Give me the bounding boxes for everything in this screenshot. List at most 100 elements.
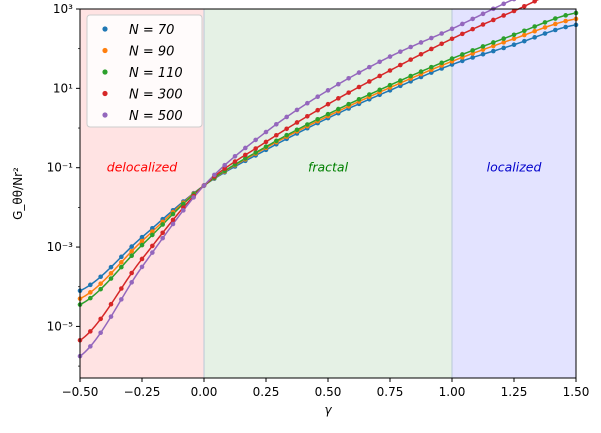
data-point-N500 — [181, 208, 186, 213]
data-point-N110 — [377, 87, 382, 93]
data-point-N300 — [460, 31, 465, 37]
data-point-N500 — [398, 49, 403, 54]
data-point-N110 — [387, 82, 393, 88]
data-point-N110 — [274, 138, 279, 144]
data-point-N90 — [542, 25, 548, 30]
data-point-N300 — [108, 301, 114, 307]
legend-entry-N300: N = 300 — [129, 88, 183, 103]
data-point-N300 — [232, 159, 238, 164]
data-point-N500 — [160, 235, 165, 241]
data-point-N500 — [346, 75, 351, 81]
data-point-N500 — [243, 145, 248, 151]
data-point-N90 — [480, 47, 486, 52]
data-point-N500 — [222, 162, 227, 168]
data-point-N110 — [305, 122, 310, 127]
data-point-N90 — [139, 238, 145, 244]
data-point-N110 — [439, 60, 444, 66]
data-point-N500 — [119, 297, 124, 302]
data-point-N90 — [563, 18, 568, 24]
data-point-N500 — [88, 344, 93, 349]
data-point-N110 — [449, 56, 455, 61]
data-point-N300 — [139, 256, 145, 262]
data-point-N500 — [408, 44, 413, 50]
data-point-N110 — [542, 20, 548, 25]
data-point-N110 — [170, 211, 176, 217]
data-point-N300 — [356, 84, 362, 90]
data-point-N500 — [170, 221, 176, 227]
x-tick-label: 0.75 — [377, 385, 404, 399]
data-point-N500 — [387, 54, 393, 59]
data-point-N300 — [429, 46, 434, 52]
data-point-N300 — [408, 57, 413, 62]
data-point-N110 — [501, 36, 506, 41]
data-point-N500 — [274, 121, 279, 127]
data-point-N110 — [315, 116, 320, 122]
data-point-N70 — [553, 27, 558, 33]
data-point-N110 — [160, 222, 165, 227]
data-point-N300 — [160, 230, 165, 236]
data-point-N300 — [88, 329, 93, 334]
data-point-N500 — [263, 129, 269, 135]
data-point-N500 — [356, 70, 362, 75]
data-point-N500 — [449, 26, 455, 32]
data-point-N110 — [284, 132, 289, 138]
data-point-N300 — [253, 146, 258, 151]
legend-marker-N300 — [102, 90, 108, 97]
y-tick-label: 10³ — [53, 2, 73, 16]
data-point-N300 — [480, 22, 486, 27]
region-label-delocalized: delocalized — [107, 160, 177, 175]
data-point-N110 — [294, 127, 300, 133]
legend-box — [86, 14, 203, 128]
data-point-N110 — [150, 232, 155, 238]
x-tick-label: 1.25 — [501, 385, 528, 399]
data-point-N500 — [418, 40, 424, 45]
data-point-N110 — [253, 150, 258, 155]
legend-entry-N90: N = 90 — [129, 45, 174, 60]
legend-marker-N110 — [102, 69, 108, 75]
legend-entry-N70: N = 70 — [129, 23, 174, 38]
data-point-N70 — [491, 48, 496, 54]
data-point-N110 — [429, 64, 434, 70]
data-point-N110 — [108, 276, 114, 281]
data-point-N300 — [449, 36, 455, 42]
data-point-N500 — [191, 195, 196, 200]
data-point-N500 — [429, 35, 434, 41]
x-axis: −0.50 −0.25 0.00 0.25 0.50 0.75 1.00 1.25 1.50 — [62, 378, 589, 399]
data-point-N110 — [398, 78, 403, 83]
data-point-N110 — [367, 92, 372, 97]
data-point-N70 — [522, 38, 527, 44]
data-point-N500 — [336, 81, 341, 87]
data-point-N90 — [150, 229, 155, 234]
legend: N = 70 N = 90 N = 110 N = 300 N = 500 — [86, 14, 203, 128]
data-point-N90 — [129, 248, 134, 254]
data-point-N300 — [387, 68, 393, 73]
data-point-N500 — [284, 114, 289, 120]
data-point-N300 — [418, 51, 424, 57]
data-point-N110 — [511, 32, 517, 38]
legend-entry-N110: N = 110 — [129, 66, 183, 81]
data-point-N500 — [367, 64, 372, 70]
data-point-N110 — [346, 101, 351, 107]
data-point-N110 — [88, 295, 93, 301]
data-point-N300 — [274, 132, 279, 138]
region-label-localized: localized — [487, 160, 542, 175]
data-point-N90 — [522, 32, 527, 38]
data-point-N300 — [336, 96, 341, 101]
data-point-N300 — [243, 152, 248, 158]
data-point-N500 — [511, 0, 517, 2]
data-point-N70 — [150, 225, 155, 231]
data-point-N300 — [170, 217, 176, 223]
data-point-N70 — [129, 244, 134, 249]
data-point-N110 — [522, 28, 527, 34]
data-point-N300 — [98, 316, 103, 322]
data-point-N70 — [88, 282, 93, 288]
data-point-N500 — [315, 94, 320, 99]
data-point-N110 — [263, 144, 269, 149]
data-point-N300 — [522, 3, 527, 9]
x-tick-label: 0.25 — [253, 385, 280, 399]
data-point-N500 — [470, 16, 475, 22]
data-point-N110 — [532, 24, 537, 29]
data-point-N110 — [336, 106, 341, 112]
data-point-N300 — [222, 166, 227, 171]
